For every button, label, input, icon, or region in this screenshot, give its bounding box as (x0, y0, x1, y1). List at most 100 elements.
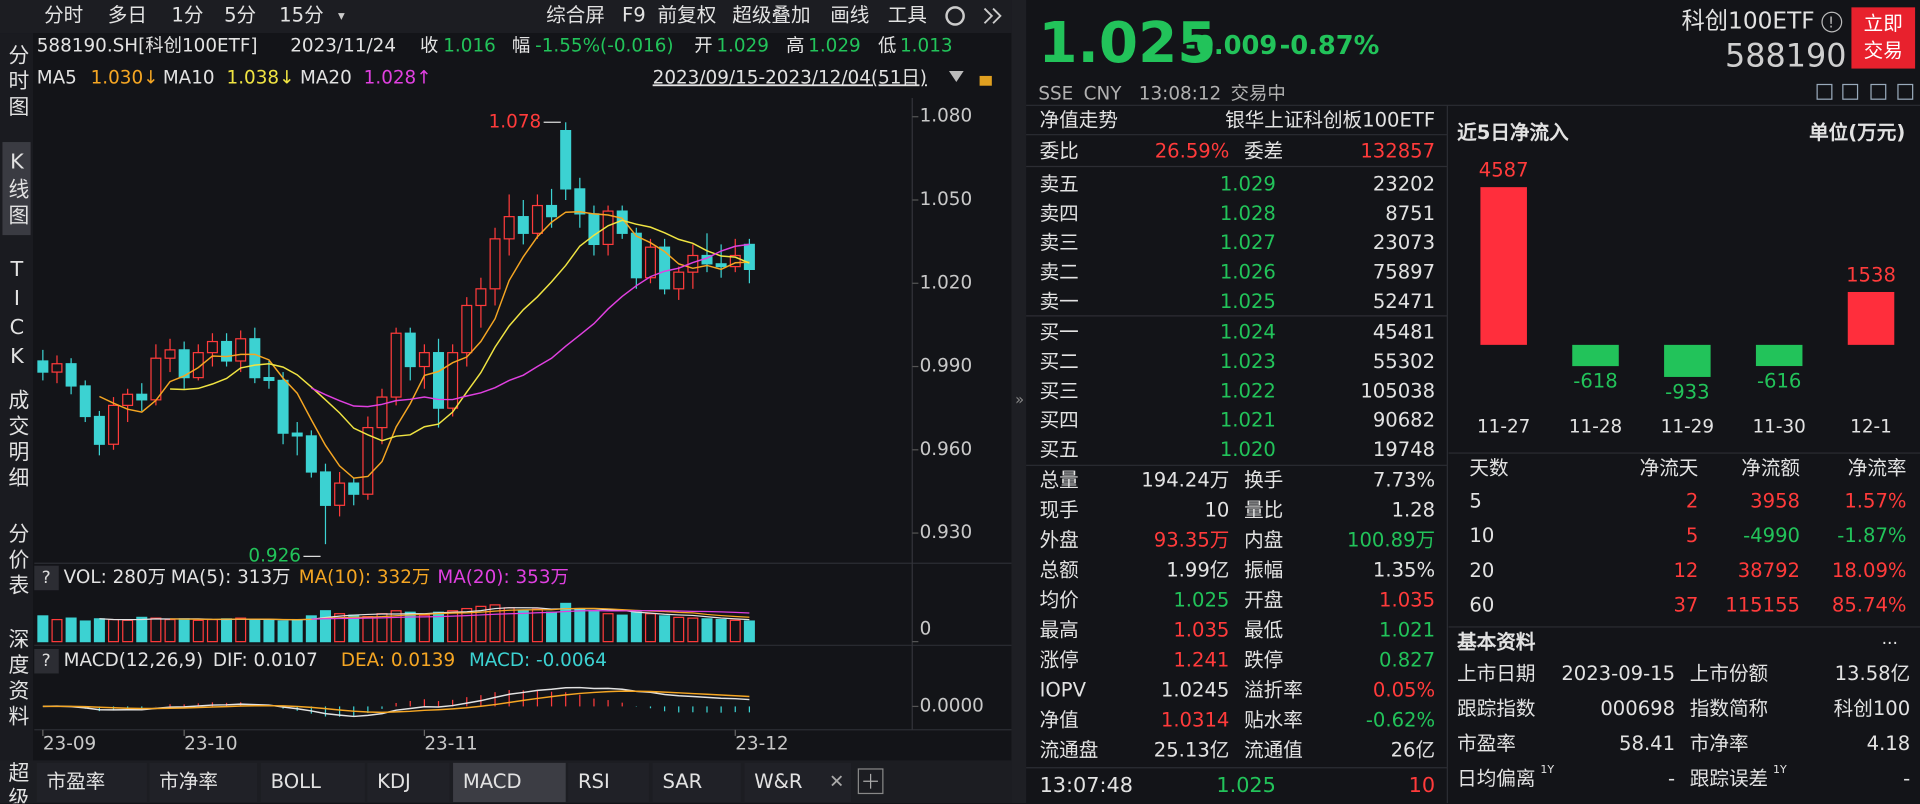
book-level: 卖一 (1040, 290, 1079, 313)
collapse-arrow[interactable]: » (1015, 391, 1024, 408)
range-dropdown[interactable] (948, 71, 964, 83)
tab-label[interactable]: KDJ (377, 770, 411, 793)
toolbar-button[interactable]: 工具 (888, 3, 927, 26)
stat-label: 现手 (1040, 499, 1079, 522)
candle-body (630, 232, 642, 279)
tab[interactable] (367, 762, 450, 803)
tab-label[interactable]: RSI (578, 770, 610, 793)
trade-button-label[interactable]: 交易 (1864, 39, 1903, 62)
stat-value: 194.24万 (1141, 469, 1229, 492)
candle-body (433, 352, 445, 409)
expand-icon[interactable] (983, 7, 1002, 24)
indicator-legend: MA(20): 353万 (437, 567, 569, 588)
sidebar-tab[interactable]: 分价表 (5, 523, 29, 600)
candle-body (235, 338, 247, 362)
nav-title[interactable]: 净值走势 (1040, 109, 1118, 132)
candle-body (122, 393, 134, 407)
flow-bar (1480, 187, 1527, 345)
toolbar-button[interactable]: 1分 (171, 3, 203, 26)
tab-label[interactable]: SAR (662, 770, 702, 793)
book-price: 1.020 (1220, 438, 1276, 461)
x-tick-label: 23-10 (184, 733, 237, 754)
volume-bar (531, 608, 543, 643)
volume-bar (192, 619, 204, 643)
tool-icon[interactable] (1897, 83, 1914, 100)
add-tab[interactable] (857, 768, 884, 795)
tab[interactable] (149, 762, 258, 803)
volume-bar (517, 610, 529, 643)
toolbar-button[interactable]: 画线 (830, 3, 869, 26)
table-header: 净流率 (1848, 456, 1907, 479)
sidebar-tab[interactable]: 深度资料 (5, 628, 29, 731)
stat-label: 开盘 (1244, 589, 1283, 612)
candle-body (475, 288, 487, 307)
info-cell: 日均偏离 (1457, 767, 1535, 790)
trade-button-label[interactable]: 立即 (1864, 12, 1903, 35)
volume-bar (743, 620, 755, 643)
dropdown-icon[interactable]: ▾ (338, 9, 345, 24)
superscript: 1Y (1540, 763, 1554, 776)
tab[interactable] (568, 762, 649, 803)
candle-body (546, 204, 558, 218)
sidebar-tab[interactable]: 分时图 (5, 44, 29, 121)
tool-icon[interactable] (1842, 83, 1859, 100)
tab[interactable] (453, 762, 566, 803)
toolbar-button[interactable]: F9 (622, 3, 646, 26)
candle-body (404, 332, 416, 368)
toolbar-button[interactable]: 前复权 (658, 3, 717, 26)
book-volume: 23073 (1373, 231, 1435, 254)
close-icon[interactable]: ✕ (829, 771, 844, 792)
help-icon[interactable]: ? (42, 568, 51, 588)
stat-label: 流通值 (1244, 739, 1303, 762)
table-header: 净流天 (1640, 456, 1699, 479)
candle-body (79, 385, 91, 418)
toolbar-button[interactable]: 超级叠加 (732, 3, 810, 26)
toolbar-button[interactable]: 15分 (279, 3, 324, 26)
volume-bar (574, 607, 586, 643)
volume-bar (687, 617, 699, 643)
trade-price: 1.025 (1216, 773, 1276, 797)
volume-bar (588, 610, 600, 643)
tab[interactable] (36, 762, 147, 803)
tab-label[interactable]: BOLL (271, 770, 321, 793)
tab-label[interactable]: 市盈率 (47, 770, 106, 793)
toolbar-button[interactable]: 综合屏 (546, 3, 605, 26)
toolbar-button[interactable]: 5分 (224, 3, 256, 26)
flow-title: 近5日净流入 (1457, 121, 1569, 144)
more-button[interactable]: ... (1882, 629, 1898, 649)
tab[interactable] (260, 762, 365, 803)
tab-label[interactable]: W&R (754, 770, 803, 793)
toolbar-button[interactable]: 多日 (108, 3, 147, 26)
table-cell: 1.57% (1844, 490, 1906, 513)
sidebar-tab[interactable]: 超级 (5, 762, 29, 804)
tab-label[interactable]: 市净率 (159, 770, 218, 793)
candle-body (390, 332, 402, 398)
toolbar-button[interactable]: 分时 (44, 3, 83, 26)
volume-bar (235, 617, 247, 643)
help-box[interactable] (34, 565, 59, 591)
candle-body (503, 216, 515, 240)
stat-label: 总额 (1040, 559, 1080, 582)
info-icon[interactable] (1821, 11, 1843, 33)
trade-button[interactable] (1851, 7, 1916, 69)
y-tick-label: 0 (920, 618, 932, 639)
sidebar-tab[interactable]: 成交明细 (5, 389, 29, 492)
stat-value: -0.62% (1366, 709, 1435, 732)
help-box[interactable] (34, 648, 59, 674)
volume-bar (277, 620, 289, 643)
help-icon[interactable]: ? (42, 651, 51, 671)
settings-icon[interactable] (945, 6, 965, 26)
date-range[interactable]: 2023/09/15-2023/12/04(51日) (653, 67, 927, 88)
tab[interactable] (744, 762, 852, 803)
tool-icon[interactable] (1816, 83, 1833, 100)
tab-label[interactable]: MACD (463, 770, 522, 793)
tab[interactable] (652, 762, 741, 803)
table-cell: 5 (1686, 524, 1698, 547)
y-tick-label: 0.0000 (920, 695, 984, 716)
sidebar-tab[interactable]: TICK (5, 257, 29, 373)
sidebar-tab[interactable]: K线图 (5, 149, 29, 229)
info-cell: 指数简称 (1690, 697, 1768, 720)
tool-icon[interactable] (1870, 83, 1887, 100)
volume-bar (461, 607, 473, 643)
book-price: 1.028 (1220, 202, 1276, 225)
